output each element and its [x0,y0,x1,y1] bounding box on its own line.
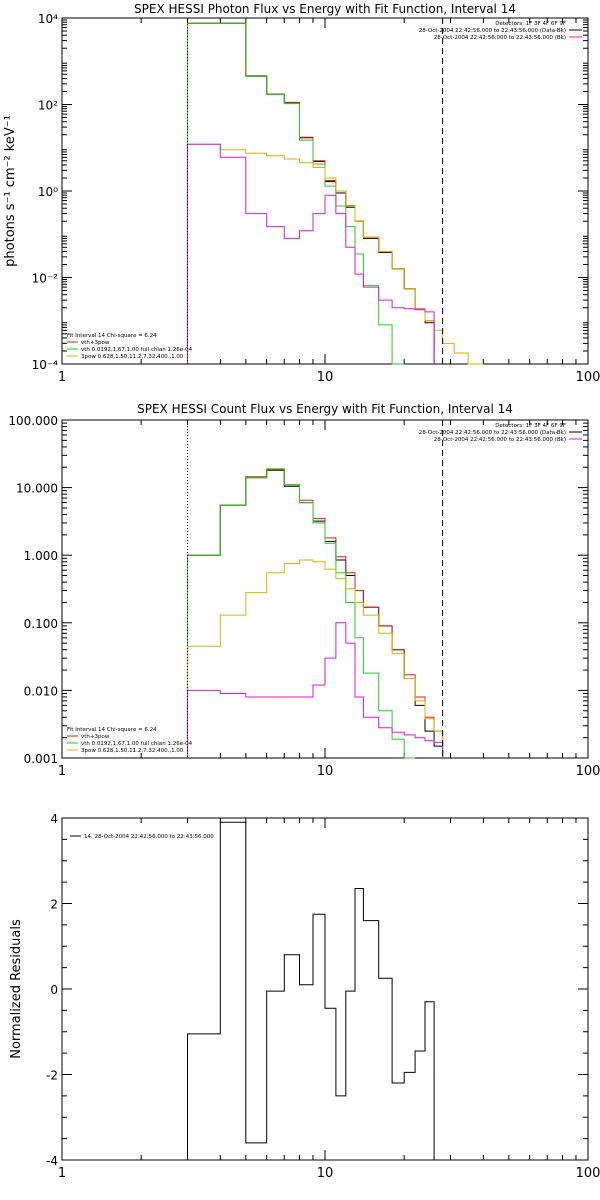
legend-line: 3pow 0.628,1.50,11.2,7.32,400.,1.00 [81,354,184,360]
series-line [187,469,444,758]
y-tick-label: 4 [50,812,58,826]
y-tick-label: 0 [50,983,58,997]
legend-line: 14. 28-Oct-2004 22:42:56.000 to 22:43:56… [84,834,214,840]
x-tick-label: 10 [317,370,334,385]
y-tick-label: 2 [50,898,58,912]
legend-line: Fit Interval 14 Chi-square = 6.24 [67,727,157,733]
x-tick-label: 10 [317,764,334,779]
series-line [187,468,416,759]
series-line [187,143,484,365]
series-line [187,22,435,364]
x-tick-label: 100 [576,370,600,385]
plot-frame [61,17,589,365]
y-tick-label: 1.000 [24,549,58,563]
y-tick-label: 10² [38,99,58,113]
legend-line: vth 0.0192,1.67,1.00 full chian 1.26e-04 [81,741,193,747]
series-line [187,821,435,1160]
photon-flux-panel: 1 10 100 10⁻⁴ 10⁻² 10⁰ 10² 10⁴ SPEX HESSI Photon… [3,2,600,385]
y-tick-label: 10.000 [16,482,58,496]
legend-line: vth 0.0192,1.67,1.00 full chian 1.26e-04 [81,347,193,353]
y-tick-label: 0.010 [24,684,58,698]
x-tick-label: 100 [576,1166,600,1181]
y-tick-label: 0.001 [24,752,58,766]
legend-line: 3pow 0.628,1.50,11.2,7.32,400.,1.00 [81,748,184,754]
x-tick-label: 10 [317,1166,334,1181]
series-line [187,22,405,365]
y-tick-label: 10⁻⁴ [32,358,59,372]
header-line: 28-Oct-2004 22:42:56.000 to 22:43:56.000… [419,28,566,34]
header-line: Detectors: 1F 3F 4F 6F 9F [495,21,566,27]
header-line: 28-Oct-2004 22:42:56.000 to 22:43:56.000… [434,437,566,443]
series-line [187,469,444,758]
y-tick-label: 10⁻² [32,272,59,286]
series-line [187,559,444,758]
chart-title: SPEX HESSI Photon Flux vs Energy with Fi… [134,2,516,16]
residuals-panel: 1 10 100 -4 -2 0 2 4 Normalized Residuals 14. 28-… [9,812,600,1181]
x-tick-label: 1 [58,1166,66,1181]
y-axis-label: Normalized Residuals [9,919,24,1059]
header-line: Detectors: 1F 3F 4F 6F 9F [495,423,566,429]
series-line [187,143,435,364]
header-line: 28-Oct-2004 22:42:56.000 to 22:43:56.000… [434,35,566,41]
series-line [187,22,435,364]
count-flux-panel: 1 10 100 0.001 0.010 0.100 1.000 10.000 100.000 S… [8,402,600,779]
x-tick-label: 100 [576,764,600,779]
plot-frame [61,419,589,759]
y-tick-label: 0.100 [24,617,58,631]
legend-line: vth+3pow [81,340,110,346]
y-axis-label: photons s⁻¹ cm⁻² keV⁻¹ [3,115,18,267]
y-tick-label: -4 [46,1154,58,1168]
y-tick-label: 10⁰ [38,185,58,199]
x-tick-label: 1 [58,764,66,779]
y-tick-label: -2 [46,1069,58,1083]
series-line [187,622,444,758]
y-tick-label: 100.000 [8,414,58,428]
y-tick-label: 10⁴ [38,12,58,26]
legend-line: Fit Interval 14 Chi-square = 6.24 [67,333,157,339]
legend-line: vth+3pow [81,734,110,740]
x-tick-label: 1 [58,370,66,385]
chart-title: SPEX HESSI Count Flux vs Energy with Fit… [137,402,513,416]
header-line: 28-Oct-2004 22:42:56.000 to 22:43:56.000… [419,430,566,436]
